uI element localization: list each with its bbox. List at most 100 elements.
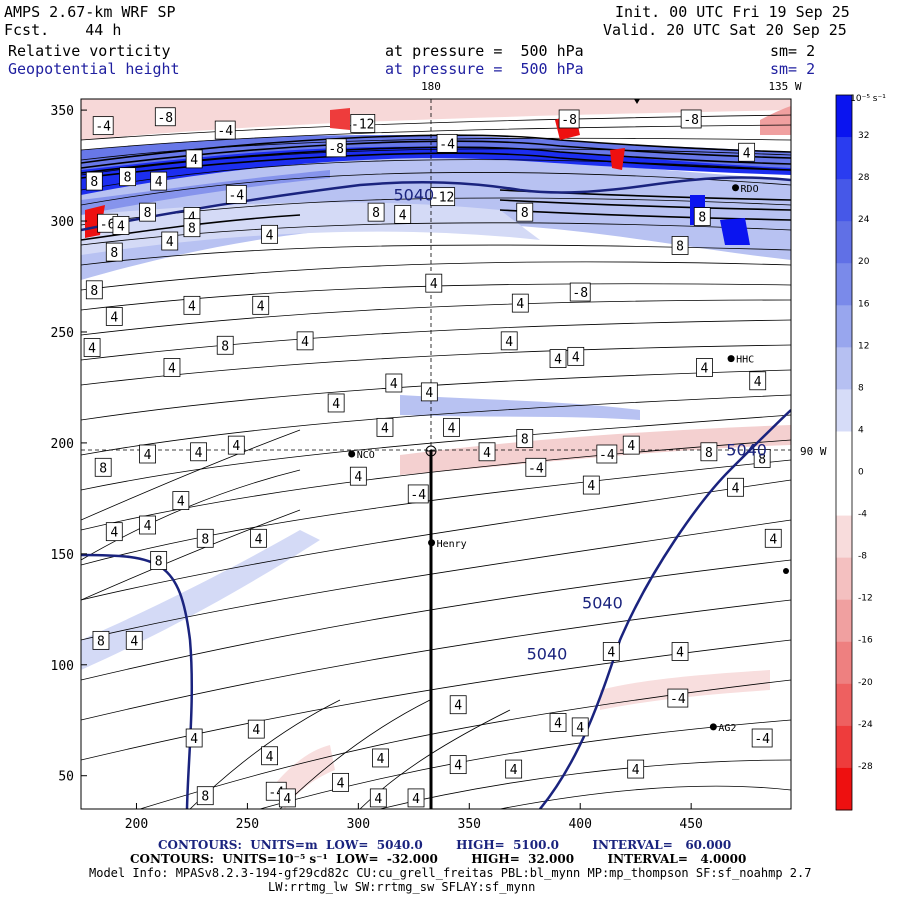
vorticity-label-box	[436, 133, 458, 153]
vorticity-label-box	[196, 528, 214, 548]
vorticity-label: 8	[155, 555, 163, 570]
colorbar-segment	[836, 305, 852, 348]
colorbar-frame	[835, 94, 853, 811]
vorticity-label: 4	[130, 634, 138, 649]
colorbar-tick-label: 8	[858, 383, 864, 393]
vorticity-label: 4	[188, 299, 196, 314]
vorticity-label-box	[369, 788, 387, 808]
vorticity-label-box	[172, 491, 190, 510]
x-tick-label: 300	[347, 817, 370, 832]
vorticity-label: 4	[425, 386, 433, 401]
colorbar-tick-label: 20	[858, 257, 870, 267]
colorbar-tick-label: -12	[858, 594, 873, 604]
vorticity-label-box	[753, 449, 771, 468]
vorticity-label: 4	[516, 297, 524, 312]
colorbar-segment	[836, 221, 852, 264]
vorticity-label: 8	[90, 284, 98, 299]
vorticity-label-box	[749, 371, 767, 391]
top-marker	[634, 99, 640, 104]
colorbar-tick-label: 4	[858, 425, 864, 435]
vorticity-label: 4	[377, 752, 385, 767]
vorticity-label: 8	[124, 171, 132, 186]
pressure-vorticity: at pressure = 500 hPa	[385, 42, 584, 60]
vorticity-label-box	[196, 786, 214, 806]
vorticity-label-box	[349, 466, 367, 486]
vorticity-label-box	[671, 642, 689, 661]
vorticity-label-box	[700, 442, 718, 462]
vorticity-label-box	[214, 120, 236, 140]
colorbar: 32 28 24 20 16 12 8 4 0 -4 -8 -12 -16 -20 -24 -28	[835, 94, 873, 811]
y-tick-label: 50	[58, 770, 74, 785]
smoothing-vorticity: sm= 2	[770, 42, 816, 60]
colorbar-segment	[836, 179, 852, 222]
colorbar-tick-label: -28	[858, 762, 873, 772]
vorticity-label-box	[567, 346, 585, 366]
vorticity-label: 8	[188, 222, 196, 237]
vorticity-label-box	[85, 280, 103, 300]
vorticity-label-box	[105, 522, 123, 542]
vorticity-label-box	[185, 149, 203, 169]
vorticity-label: 8	[221, 339, 229, 354]
vorticity-label-box	[449, 755, 467, 775]
vorticity-label-box	[516, 429, 534, 448]
vorticity-label: -4	[95, 120, 111, 135]
vorticity-label: 4	[390, 377, 398, 392]
vorticity-label: 4	[576, 721, 584, 736]
x-axis: 200 250 300 350 400 450	[125, 803, 703, 832]
vorticity-label: -8	[572, 286, 588, 301]
vorticity-label: 4	[283, 792, 291, 807]
vorticity-label-box	[94, 457, 112, 477]
vorticity-label-box	[602, 642, 620, 661]
height-label: 5040	[726, 441, 767, 460]
vorticity-label: 4	[743, 146, 751, 161]
colorbar-tick-label: -4	[858, 510, 867, 520]
vorticity-label: 8	[201, 532, 209, 547]
colorbar-segment	[836, 473, 852, 517]
vorticity-label-box	[250, 528, 267, 548]
vorticity-label-box	[139, 202, 156, 222]
valid-time: Valid. 20 UTC Sat 20 Sep 25	[603, 21, 847, 39]
vorticity-label: 4	[483, 446, 491, 461]
colorbar-tick-label: -24	[858, 720, 873, 730]
station-label: AG2	[718, 723, 736, 734]
vorticity-label-box	[92, 630, 110, 650]
vorticity-label-box	[385, 373, 403, 393]
vorticity-label: -4	[599, 448, 615, 463]
vorticity-label: 4	[110, 310, 118, 325]
vorticity-label-box	[425, 273, 443, 293]
vorticity-label: -6	[100, 217, 116, 232]
vorticity-label: 8	[521, 432, 529, 447]
station-markers: NCO Henry AG2 RDO HHC	[348, 184, 759, 734]
vorticity-label: -12	[431, 191, 454, 206]
smoothing-height: sm= 2	[770, 60, 816, 78]
y-tick-label: 200	[51, 437, 74, 452]
vorticity-label: 4	[587, 479, 595, 494]
vorticity-label-box	[511, 293, 529, 313]
vorticity-label: -4	[754, 732, 770, 747]
vorticity-label-box	[92, 116, 114, 136]
vorticity-label: 8	[90, 175, 98, 190]
vorticity-label: 4	[430, 277, 438, 292]
colorbar-tick-label: 24	[858, 215, 870, 225]
vorticity-label-box	[139, 444, 156, 464]
vorticity-label: -4	[439, 137, 455, 152]
vorticity-label: 4	[266, 228, 274, 243]
forecast-hour: Fcst. 44 h	[4, 21, 122, 39]
colorbar-tick-label: 0	[858, 468, 864, 478]
vorticity-label: 4	[255, 532, 263, 547]
footer-height-text: CONTOURS: UNITS=m LOW= 5040.0 HIGH= 5100…	[158, 838, 732, 852]
footer-model-info-2: LW:rrtmg_lw SW:rrtmg_sw SFLAY:sf_mynn	[268, 880, 536, 894]
vorticity-label: 4	[607, 645, 615, 660]
height-label: 5040	[393, 185, 434, 204]
label-90w: 90 W	[800, 445, 827, 458]
vorticity-label-box	[139, 515, 156, 535]
colorbar-segment	[836, 515, 852, 559]
vorticity-label: 8	[521, 206, 529, 221]
vorticity-label: 4	[627, 439, 635, 454]
vorticity-label: 4	[301, 335, 309, 350]
vorticity-label: -4	[528, 461, 544, 476]
vorticity-label: -8	[561, 113, 577, 128]
vorticity-label: -8	[157, 111, 173, 126]
